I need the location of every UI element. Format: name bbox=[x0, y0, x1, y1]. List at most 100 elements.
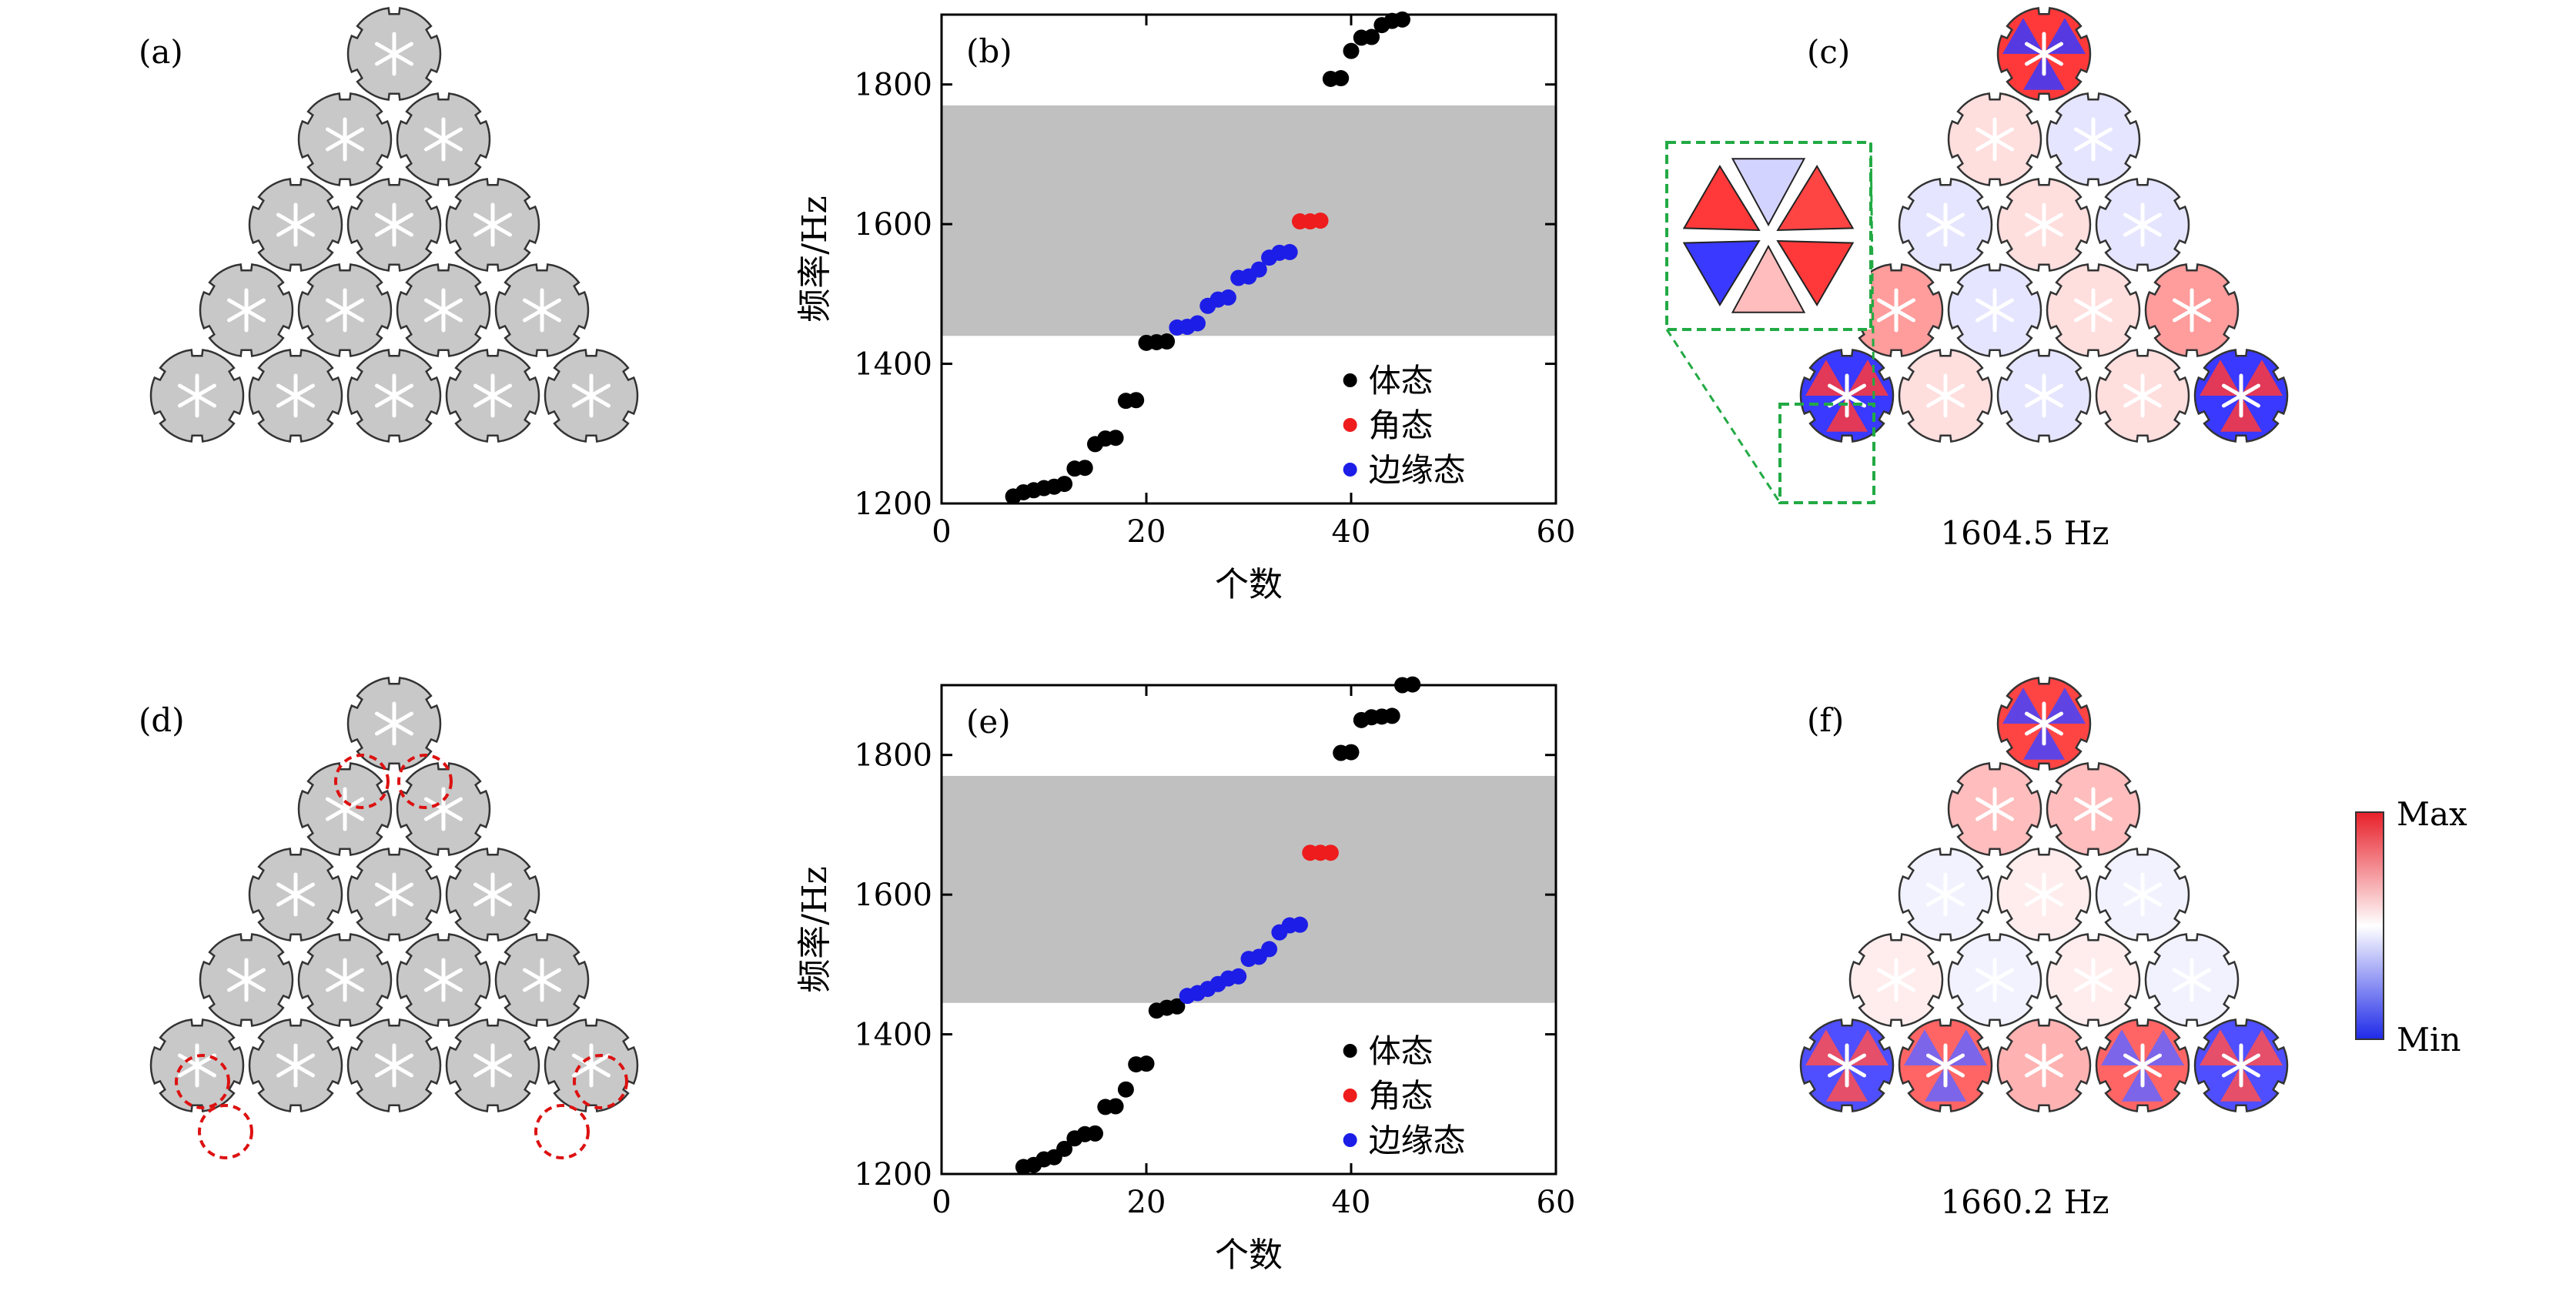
legend-marker bbox=[1343, 1133, 1357, 1147]
slot-mark bbox=[2172, 298, 2212, 323]
inset-wedge bbox=[1776, 164, 1855, 232]
data-point bbox=[1117, 1081, 1134, 1098]
colorbar bbox=[2355, 811, 2384, 1040]
slot-mark bbox=[423, 968, 463, 992]
unit-cell bbox=[2046, 933, 2141, 1027]
field-wedge bbox=[1847, 1029, 1889, 1065]
field-wedge bbox=[2044, 724, 2086, 760]
data-point bbox=[1394, 11, 1410, 28]
slot-mark bbox=[2123, 1053, 2163, 1078]
slot-mark bbox=[276, 882, 316, 907]
field-wedge bbox=[2044, 54, 2086, 90]
slot-mark bbox=[1975, 127, 2015, 152]
data-point bbox=[1076, 460, 1093, 477]
panel-label-d: (d) bbox=[139, 701, 185, 739]
zoom-connector bbox=[1665, 329, 1781, 503]
x-tick-label: 60 bbox=[1537, 1185, 1576, 1220]
unit-cell bbox=[1996, 677, 2092, 771]
slot-mark bbox=[2073, 298, 2113, 323]
unit-cell bbox=[149, 349, 245, 443]
unit-cell bbox=[346, 178, 442, 272]
unit-cell bbox=[396, 762, 491, 856]
field-wedge bbox=[2200, 360, 2241, 396]
unit-cell bbox=[1947, 933, 2042, 1027]
field-wedge bbox=[1945, 1029, 1987, 1065]
unit-cell bbox=[346, 7, 442, 101]
unit-cell bbox=[1799, 1018, 1895, 1112]
slot-mark bbox=[2123, 383, 2163, 408]
slot-mark bbox=[325, 298, 365, 323]
slot-mark bbox=[2024, 383, 2064, 408]
unit-cell bbox=[396, 933, 491, 1027]
x-tick-label: 20 bbox=[1127, 514, 1166, 550]
legend-marker bbox=[1343, 1089, 1357, 1102]
slot-mark bbox=[473, 212, 513, 237]
slot-mark bbox=[1876, 968, 1916, 992]
colorbar-max-label: Max bbox=[2397, 795, 2467, 833]
unit-cell bbox=[2193, 1018, 2289, 1112]
x-tick-label: 0 bbox=[932, 1185, 951, 1220]
defect-circle bbox=[198, 1104, 253, 1159]
slot-mark bbox=[2172, 968, 2212, 992]
x-tick-label: 0 bbox=[932, 514, 951, 550]
unit-cell bbox=[346, 349, 442, 443]
unit-cell bbox=[445, 178, 540, 272]
slot-mark bbox=[1925, 212, 1965, 237]
y-tick-label: 1200 bbox=[854, 1157, 932, 1192]
defect-circle bbox=[534, 1104, 590, 1159]
data-point bbox=[1261, 941, 1278, 958]
data-point bbox=[1056, 476, 1073, 493]
legend-label: 角态 bbox=[1369, 1077, 1434, 1115]
field-wedge bbox=[1805, 360, 1847, 396]
defect-circle bbox=[397, 754, 453, 809]
slot-mark bbox=[423, 797, 463, 821]
x-axis-label: 个数 bbox=[1215, 565, 1283, 604]
unit-cell bbox=[2095, 178, 2190, 272]
structure-panel-d bbox=[149, 677, 639, 1159]
unit-cell bbox=[297, 933, 393, 1027]
zoom-connector bbox=[1869, 142, 1875, 405]
slot-mark bbox=[374, 383, 414, 408]
unit-cell bbox=[1996, 7, 2092, 101]
unit-cell bbox=[2144, 933, 2240, 1027]
data-point bbox=[1107, 1098, 1124, 1115]
legend-label: 边缘态 bbox=[1369, 451, 1466, 489]
slot-mark bbox=[325, 797, 365, 821]
unit-cell bbox=[2095, 349, 2190, 443]
field-wedge bbox=[1945, 1065, 1987, 1102]
slot-mark bbox=[1975, 797, 2015, 821]
slot-mark bbox=[325, 968, 365, 992]
data-point bbox=[1322, 845, 1339, 861]
panel-label-e: (e) bbox=[966, 703, 1011, 741]
unit-cell bbox=[297, 762, 393, 856]
slot-mark bbox=[374, 1053, 414, 1078]
x-tick-label: 40 bbox=[1332, 1185, 1371, 1220]
data-point bbox=[1056, 1140, 1073, 1157]
x-tick-label: 20 bbox=[1127, 1185, 1166, 1220]
field-wedge bbox=[1805, 1065, 1847, 1102]
x-tick-label: 60 bbox=[1537, 514, 1576, 550]
field-wedge bbox=[2143, 1029, 2184, 1065]
unit-cell bbox=[544, 1018, 639, 1112]
panel-label-f: (f) bbox=[1807, 701, 1844, 739]
unit-cell bbox=[199, 263, 294, 357]
field-wedge bbox=[1805, 1029, 1847, 1065]
unit-cell bbox=[2144, 263, 2240, 357]
plot-frame bbox=[940, 13, 1557, 505]
zoom-region-box bbox=[1778, 403, 1875, 504]
unit-cell bbox=[396, 92, 491, 186]
unit-cell bbox=[1898, 349, 1993, 443]
unit-cell bbox=[346, 848, 442, 941]
slot-mark bbox=[1925, 383, 1965, 408]
data-point bbox=[1087, 1125, 1103, 1142]
defect-circle bbox=[175, 1054, 230, 1109]
band-gap-region bbox=[942, 105, 1556, 336]
data-point bbox=[1230, 968, 1247, 985]
panel-label-a: (a) bbox=[139, 33, 183, 71]
data-point bbox=[1281, 243, 1298, 260]
slot-mark bbox=[1827, 383, 1867, 408]
unit-cell bbox=[445, 848, 540, 941]
unit-cell bbox=[1898, 178, 1993, 272]
